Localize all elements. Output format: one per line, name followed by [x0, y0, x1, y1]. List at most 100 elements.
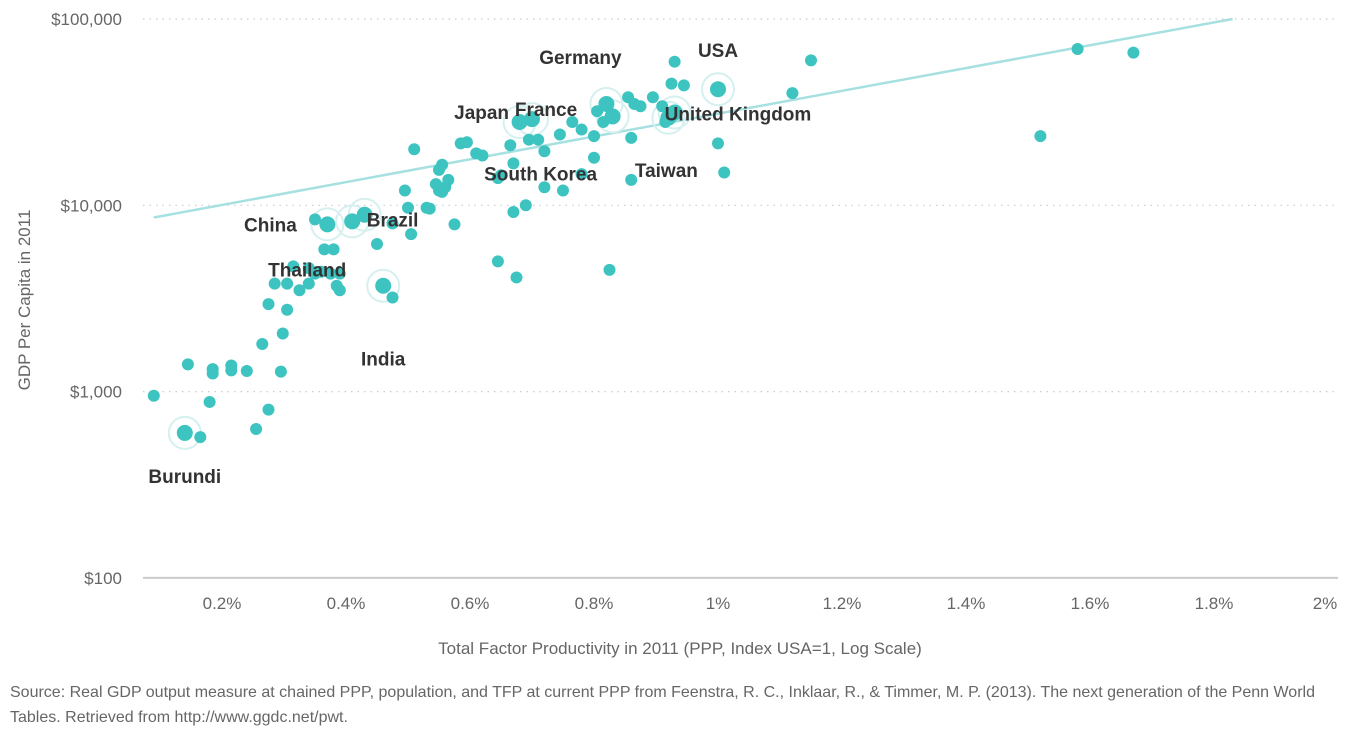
data-point: [181, 358, 194, 371]
country-label: China: [244, 215, 297, 236]
data-point: [147, 389, 160, 402]
data-point: [575, 168, 588, 181]
trendline: [153, 17, 1233, 219]
data-point: [625, 173, 638, 186]
country-label: Burundi: [148, 467, 221, 488]
x-tick-label: 2%: [1313, 594, 1338, 613]
highlight-halo: [310, 207, 345, 242]
data-point: [448, 218, 461, 231]
gridlines: [143, 18, 1338, 393]
data-point: [476, 149, 489, 162]
x-tick-label: 1%: [706, 594, 731, 613]
data-point: [433, 163, 445, 176]
data-point: [423, 202, 436, 215]
y-axis-title: GDP Per Capita in 2011: [15, 210, 34, 391]
x-tick-label: 1.2%: [823, 594, 862, 613]
data-point: [386, 217, 399, 230]
data-point: [386, 291, 399, 304]
data-point: [566, 115, 579, 128]
highlighted-point: [319, 216, 336, 233]
data-points: [147, 43, 1140, 444]
x-tick-label: 1.4%: [947, 594, 986, 613]
data-point: [398, 184, 411, 197]
data-point: [522, 133, 535, 146]
data-point: [206, 367, 219, 380]
data-point: [507, 157, 520, 170]
data-point: [504, 139, 517, 152]
data-point: [634, 100, 647, 113]
data-point: [318, 243, 331, 256]
data-point: [408, 143, 421, 156]
data-point: [309, 213, 321, 226]
data-point: [194, 431, 207, 444]
highlight-halos: [167, 72, 735, 450]
data-point: [333, 284, 346, 297]
country-label: India: [361, 350, 406, 371]
data-point: [1127, 46, 1140, 59]
data-point: [256, 338, 269, 351]
data-point: [538, 145, 551, 158]
data-point: [460, 136, 473, 149]
data-point: [538, 181, 551, 194]
highlighted-point: [176, 424, 193, 441]
data-point: [718, 166, 731, 179]
data-point: [510, 271, 523, 284]
highlighted-point: [660, 109, 677, 126]
data-point: [225, 364, 238, 377]
data-point: [625, 131, 638, 144]
data-point: [532, 133, 545, 146]
data-point: [287, 260, 300, 273]
highlighted-point: [524, 111, 540, 128]
data-point: [262, 298, 275, 311]
data-point: [805, 54, 817, 67]
data-point: [333, 267, 346, 280]
data-point: [281, 277, 294, 290]
data-point: [262, 403, 275, 416]
highlight-halo: [366, 268, 401, 303]
highlighted-point: [710, 81, 726, 98]
highlight-halo: [701, 72, 735, 107]
data-point: [712, 137, 724, 150]
x-tick-label: 0.2%: [203, 594, 242, 613]
data-point: [274, 365, 287, 378]
data-point: [603, 263, 616, 276]
data-point: [491, 255, 504, 268]
data-point: [557, 184, 569, 197]
data-point: [315, 265, 328, 278]
country-label: Thailand: [268, 260, 346, 281]
data-point: [519, 199, 532, 212]
y-tick-label: $100,000: [51, 10, 122, 29]
highlighted-point: [604, 108, 621, 125]
data-point: [507, 206, 520, 219]
source-note: Source: Real GDP output measure at chain…: [10, 684, 1315, 726]
highlighted-point: [356, 206, 373, 223]
highlighted-point: [375, 277, 392, 294]
data-point: [646, 91, 659, 104]
highlighted-point: [598, 95, 615, 112]
x-tick-label: 1.8%: [1195, 594, 1234, 613]
country-label: South Korea: [484, 164, 597, 185]
y-tick-label: $1,000: [70, 383, 122, 402]
data-point: [203, 395, 216, 408]
country-label: France: [515, 100, 577, 121]
data-point: [588, 151, 600, 164]
data-point: [1034, 130, 1047, 143]
data-point: [553, 128, 566, 141]
data-point: [677, 79, 690, 92]
scatter-chart: $100 $1,000 $10,000 $100,000 0.2% 0.4% 0.6% 0.8…: [15, 10, 1338, 658]
x-axis-title: Total Factor Productivity in 2011 (PPP, …: [438, 639, 922, 658]
data-point: [588, 130, 600, 143]
data-point: [371, 237, 383, 250]
data-point: [327, 243, 340, 256]
country-label: United Kingdom: [665, 104, 812, 125]
data-point: [575, 123, 588, 136]
x-tick-label: 0.6%: [451, 594, 490, 613]
data-point: [656, 100, 669, 113]
data-point: [302, 277, 315, 290]
y-tick-label: $100: [84, 569, 122, 588]
data-point: [293, 284, 306, 297]
highlight-halo: [651, 100, 686, 135]
data-point: [250, 422, 263, 435]
data-point: [668, 55, 681, 68]
data-point: [281, 303, 294, 316]
